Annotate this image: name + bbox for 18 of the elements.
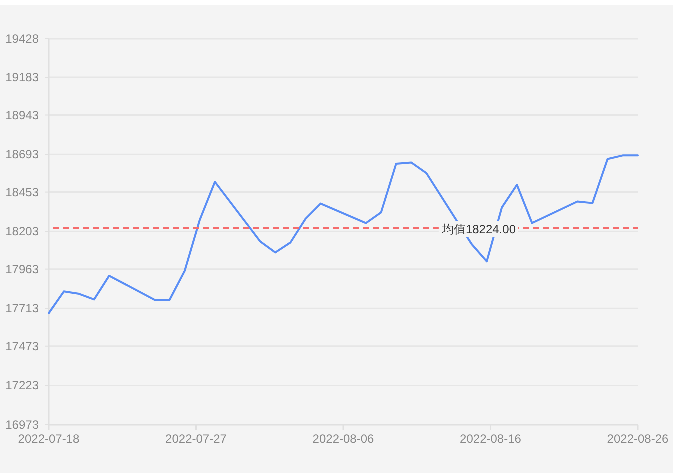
x-tick-label: 2022-07-27 (166, 432, 228, 446)
x-tick-label: 2022-08-16 (460, 432, 522, 446)
y-tick-label: 18693 (6, 148, 40, 162)
y-tick-label: 19183 (6, 70, 40, 85)
x-tick-label: 2022-08-26 (607, 432, 670, 446)
y-tick-label: 18203 (6, 224, 40, 239)
y-tick-label: 17963 (6, 262, 40, 276)
y-tick-label: 17473 (6, 339, 40, 354)
y-tick-label: 17223 (6, 378, 40, 393)
y-tick-label: 19428 (6, 32, 40, 46)
line-series (48, 154, 639, 314)
y-tick-label: 18453 (6, 185, 40, 200)
y-tick-label: 17713 (6, 302, 40, 316)
x-tick-label: 2022-07-18 (18, 432, 80, 446)
ref-line-label: 均值18224.00 (440, 222, 516, 236)
y-tick-label: 16973 (6, 418, 40, 432)
x-tick-label: 2022-08-06 (312, 432, 375, 446)
y-tick-label: 18943 (6, 108, 40, 122)
